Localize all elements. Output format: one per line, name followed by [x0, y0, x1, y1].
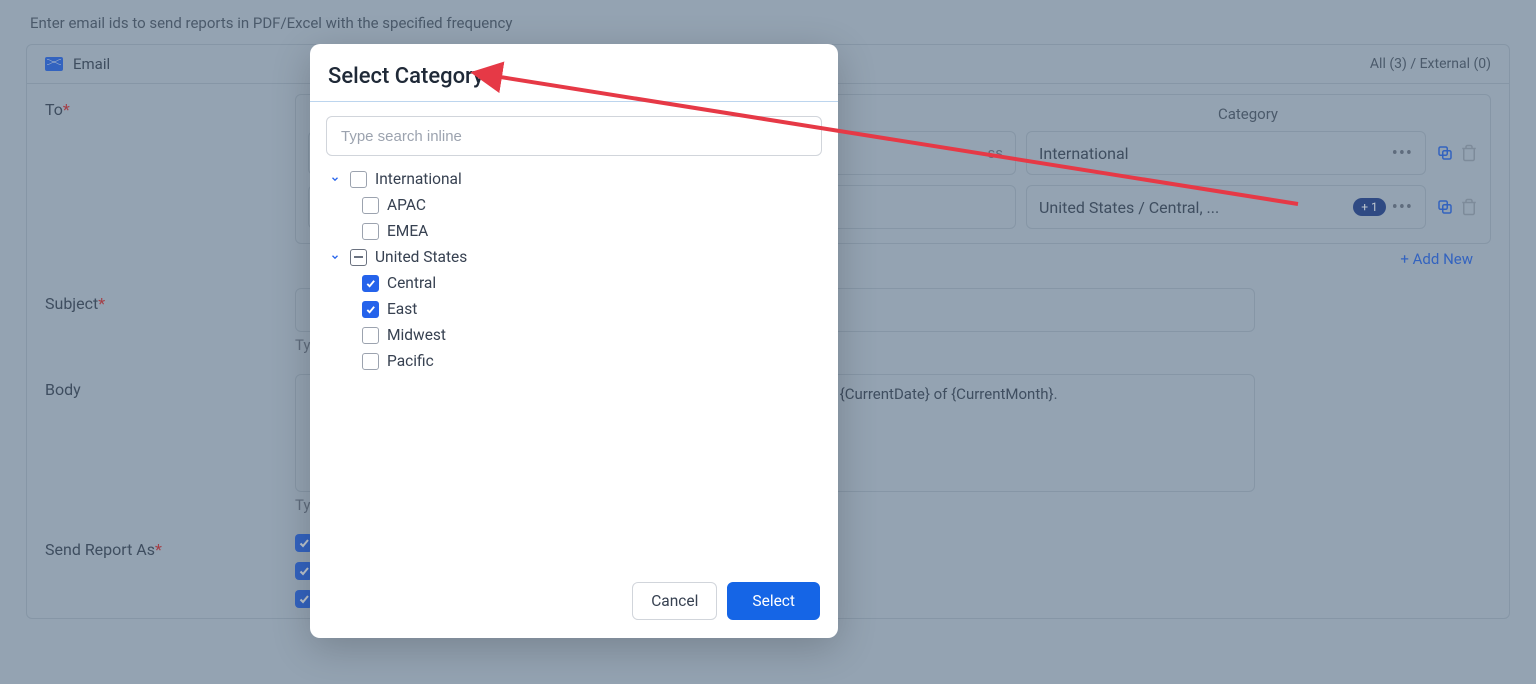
- tree-node-label: Central: [387, 273, 436, 293]
- checkbox-icon[interactable]: [350, 249, 367, 266]
- checkbox-icon[interactable]: [362, 327, 379, 344]
- tree-node[interactable]: APAC: [326, 192, 822, 218]
- modal-title: Select Category: [310, 44, 838, 101]
- checkbox-icon[interactable]: [362, 301, 379, 318]
- checkbox-icon[interactable]: [362, 353, 379, 370]
- tree-node[interactable]: United States: [326, 244, 822, 270]
- tree-node-label: International: [375, 169, 462, 189]
- tree-node-label: APAC: [387, 195, 426, 215]
- cancel-button[interactable]: Cancel: [632, 582, 717, 620]
- chevron-down-icon[interactable]: [328, 250, 342, 264]
- tree-node-label: Midwest: [387, 325, 446, 345]
- tree-node-label: East: [387, 299, 417, 319]
- tree-node[interactable]: International: [326, 166, 822, 192]
- checkbox-icon[interactable]: [362, 197, 379, 214]
- tree-node-label: United States: [375, 247, 467, 267]
- select-category-modal: Select Category International APAC EMEA Uni…: [310, 44, 838, 638]
- checkbox-icon[interactable]: [350, 171, 367, 188]
- tree-node[interactable]: Central: [326, 270, 822, 296]
- tree-node[interactable]: Midwest: [326, 322, 822, 348]
- category-tree: International APAC EMEA United States Centra…: [326, 166, 822, 374]
- tree-node[interactable]: Pacific: [326, 348, 822, 374]
- select-button[interactable]: Select: [727, 582, 820, 620]
- tree-node-label: EMEA: [387, 221, 428, 241]
- tree-node-label: Pacific: [387, 351, 434, 371]
- checkbox-icon[interactable]: [362, 275, 379, 292]
- tree-node[interactable]: EMEA: [326, 218, 822, 244]
- chevron-down-icon[interactable]: [328, 172, 342, 186]
- tree-node[interactable]: East: [326, 296, 822, 322]
- search-input[interactable]: [326, 116, 822, 156]
- checkbox-icon[interactable]: [362, 223, 379, 240]
